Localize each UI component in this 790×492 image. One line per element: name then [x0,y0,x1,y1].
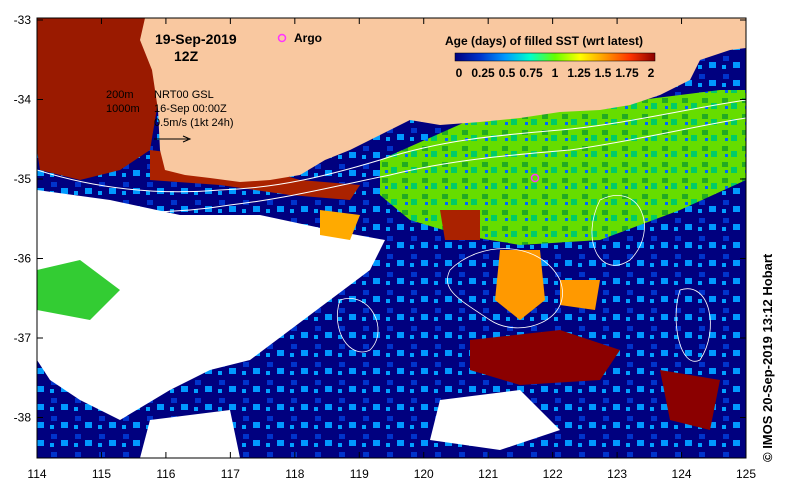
colorbar-ticks: 0 0.25 0.5 0.75 1 1.25 1.5 1.75 2 [456,66,655,80]
y-axis: -33 -34 -35 -36 -37 -38 [14,13,746,425]
map-field [37,18,746,458]
contour-1000m-label: 1000m [106,103,140,115]
current-streamline [675,288,711,362]
cloud-patch [430,390,560,450]
old-sst-west [37,18,160,180]
x-tick-label: 115 [92,467,111,481]
x-tick-label: 117 [221,467,240,481]
colorbar-tick-label: 0.5 [499,66,516,80]
old-sst-patch [660,370,720,430]
y-tick-label: -38 [14,411,32,425]
x-tick-label: 125 [736,467,756,481]
current-streamline [336,298,379,353]
x-axis: 114 115 116 117 118 119 120 121 122 123 124 125 [27,18,756,481]
old-sst-patch [470,330,620,385]
x-tick-label: 120 [414,467,434,481]
credit-label: © IMOS 20-Sep-2019 13:12 Hobart [760,253,775,462]
young-sst-band [380,90,746,245]
old-sst-patch [440,210,480,240]
arrowhead-icon [182,135,192,143]
x-tick-label: 124 [672,467,692,481]
x-tick-label: 122 [543,467,563,481]
bathymetry-contour-200m [37,99,746,193]
velocity-scale-label: 0.5m/s (1kt 24h) [154,117,233,129]
contour-200m-label: 200m [106,89,134,101]
colorbar-tick-label: 1.75 [615,66,639,80]
colorbar-tick-label: 0 [456,66,463,80]
x-tick-label: 114 [27,467,46,481]
colorbar-tick-label: 2 [648,66,655,80]
product-label: NRT00 GSL [154,89,214,101]
cloud-patch [140,410,240,458]
y-tick-label: -37 [14,331,32,345]
y-tick-label: -34 [14,93,32,107]
orange-patch [320,210,360,240]
green-patch [37,260,120,320]
colorbar-tick-label: 1.5 [595,66,612,80]
map-time: 12Z [174,48,199,64]
y-tick-label: -33 [14,13,32,27]
argo-float-marker [530,173,540,183]
current-streamline [591,195,645,266]
bathymetry-contour-1000m [37,117,746,213]
colorbar-tick-label: 1 [552,66,559,80]
map-date: 19-Sep-2019 [155,31,237,47]
x-tick-label: 116 [156,467,175,481]
orange-patch [495,250,545,320]
colorbar-tick-label: 0.25 [471,66,495,80]
y-tick-label: -36 [14,252,32,266]
colorbar-tick-label: 1.25 [567,66,591,80]
current-streamline [447,248,563,329]
plot-frame [36,17,747,459]
x-tick-label: 123 [607,467,627,481]
orange-patch [560,280,600,310]
argo-legend-icon [277,33,287,43]
cloud-mask [37,190,385,420]
legend-title: Age (days) of filled SST (wrt latest) [445,34,643,48]
valid-time-label: 16-Sep 00:00Z [154,103,227,115]
y-tick-label: -35 [14,172,32,186]
x-tick-label: 121 [478,467,498,481]
colorbar-tick-label: 0.75 [519,66,543,80]
x-tick-label: 118 [285,467,304,481]
argo-label: Argo [294,31,322,45]
x-tick-label: 119 [350,467,369,481]
colorbar [454,52,656,62]
